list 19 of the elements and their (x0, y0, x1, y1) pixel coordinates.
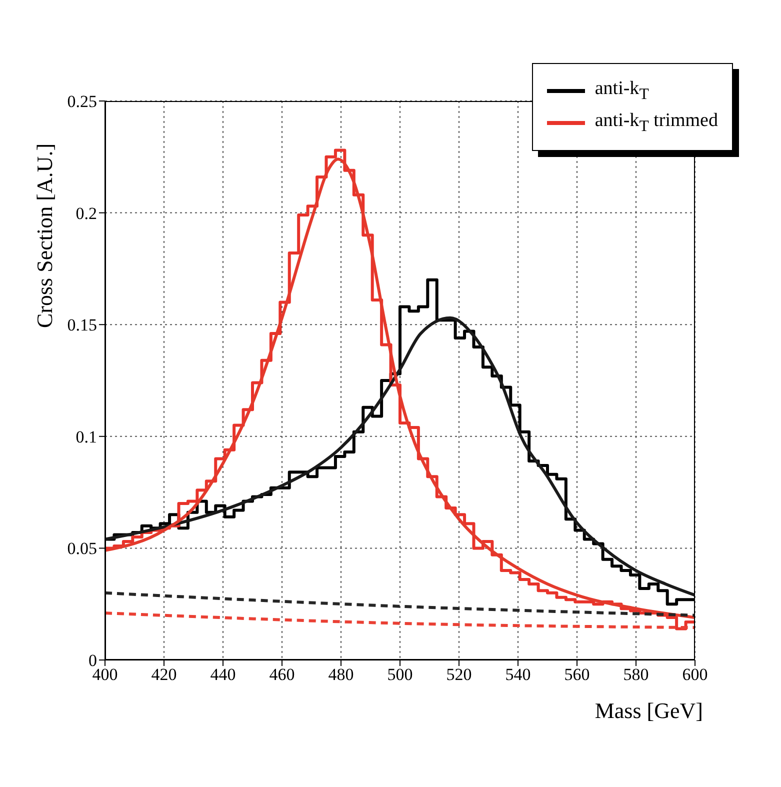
x-tick-label: 600 (682, 665, 708, 684)
y-axis-title: Cross Section [A.U.] (32, 143, 58, 328)
y-tick-label: 0.25 (67, 92, 97, 112)
x-tick-label: 520 (446, 665, 472, 684)
y-tick-label: 0.15 (67, 316, 97, 335)
y-tick-label: 0.2 (76, 204, 97, 223)
x-tick-label: 420 (151, 665, 177, 684)
x-tick-label: 460 (269, 665, 295, 684)
legend-label: anti-k$_{T}$ (594, 78, 649, 104)
legend-label: anti-k$_{T}$ trimmed (594, 110, 718, 136)
x-tick-label: 580 (623, 665, 649, 684)
x-tick-label: 560 (564, 665, 590, 684)
x-axis-title: Mass [GeV] (594, 698, 703, 724)
x-tick-label: 500 (387, 665, 413, 684)
x-tick-label: 540 (505, 665, 531, 684)
y-tick-label: 0.05 (67, 539, 97, 558)
x-tick-label: 480 (328, 665, 354, 684)
x-tick-label: 440 (210, 665, 236, 684)
y-tick-label: 0.1 (76, 427, 97, 446)
